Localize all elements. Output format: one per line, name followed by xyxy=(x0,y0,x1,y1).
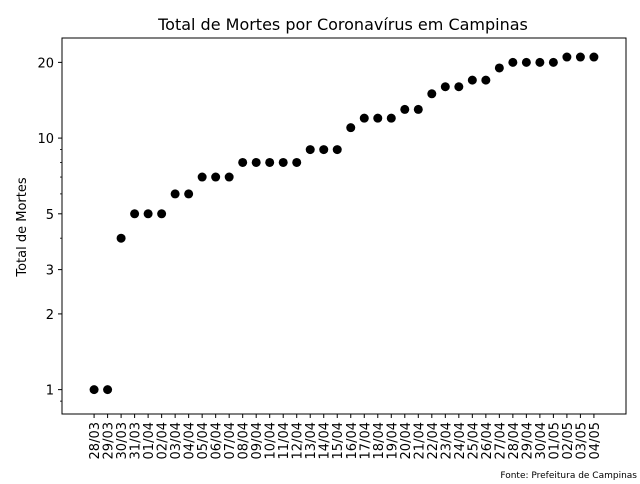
x-tick-label: 10/04 xyxy=(264,422,279,459)
data-point xyxy=(319,145,329,155)
y-tick-label: 10 xyxy=(37,132,54,147)
x-tick-label: 04/05 xyxy=(588,422,603,459)
data-point xyxy=(521,57,531,67)
data-point xyxy=(130,209,140,219)
data-point xyxy=(292,157,302,167)
x-tick-label: 06/04 xyxy=(210,422,225,459)
data-points xyxy=(89,52,599,395)
data-point xyxy=(562,52,572,62)
data-point xyxy=(386,113,396,123)
data-point xyxy=(400,104,410,114)
x-tick-label: 24/04 xyxy=(453,422,468,459)
data-point xyxy=(332,145,342,155)
x-tick-label: 19/04 xyxy=(385,422,400,459)
x-tick-label: 03/04 xyxy=(169,422,184,459)
data-point xyxy=(224,172,234,182)
x-tick-label: 23/04 xyxy=(439,422,454,459)
x-tick-label: 18/04 xyxy=(372,422,387,459)
data-point xyxy=(170,189,180,199)
data-point xyxy=(346,123,356,133)
data-point xyxy=(211,172,221,182)
data-point xyxy=(575,52,585,62)
x-tick-label: 08/04 xyxy=(237,422,252,459)
x-tick-label: 05/04 xyxy=(196,422,211,459)
data-point xyxy=(548,57,558,67)
x-tick-label: 20/04 xyxy=(399,422,414,459)
y-tick-label: 3 xyxy=(46,264,54,279)
x-tick-label: 21/04 xyxy=(412,422,427,459)
x-tick-label: 02/05 xyxy=(561,422,576,459)
data-point xyxy=(494,63,504,73)
x-tick-label: 12/04 xyxy=(291,422,306,459)
x-tick-label: 27/04 xyxy=(493,422,508,459)
x-tick-label: 01/05 xyxy=(547,422,562,459)
x-tick-label: 22/04 xyxy=(426,422,441,459)
x-tick-label: 15/04 xyxy=(331,422,346,459)
data-point xyxy=(427,89,437,99)
data-point xyxy=(508,57,518,67)
x-tick-label: 01/04 xyxy=(142,422,157,459)
x-tick-label: 13/04 xyxy=(304,422,319,459)
x-tick-label: 14/04 xyxy=(318,422,333,459)
data-point xyxy=(373,113,383,123)
data-point xyxy=(413,104,423,114)
data-point xyxy=(467,75,477,85)
plot-frame xyxy=(61,37,627,415)
data-point xyxy=(535,57,545,67)
data-point xyxy=(278,157,288,167)
data-point xyxy=(103,385,113,395)
x-tick-label: 02/04 xyxy=(156,422,171,459)
data-point xyxy=(481,75,491,85)
x-tick-label: 31/03 xyxy=(129,422,144,459)
y-tick-label: 20 xyxy=(37,56,54,71)
data-point xyxy=(251,157,261,167)
x-tick-label: 09/04 xyxy=(250,422,265,459)
source-note: Fonte: Prefeitura de Campinas xyxy=(500,471,637,480)
data-point xyxy=(197,172,207,182)
x-tick-label: 17/04 xyxy=(358,422,373,459)
x-tick-label: 16/04 xyxy=(345,422,360,459)
data-point xyxy=(116,233,126,243)
y-tick-label: 2 xyxy=(46,308,54,323)
x-tick-label: 29/03 xyxy=(102,422,117,459)
x-tick-label: 29/04 xyxy=(520,422,535,459)
x-tick-label: 28/03 xyxy=(88,422,103,459)
x-tick-label: 11/04 xyxy=(277,422,292,459)
data-point xyxy=(265,157,275,167)
x-tick-label: 03/05 xyxy=(574,422,589,459)
data-point xyxy=(454,82,464,92)
data-point xyxy=(157,209,167,219)
data-point xyxy=(184,189,194,199)
x-axis: 28/0329/0330/0331/0301/0402/0403/0404/04… xyxy=(88,414,603,459)
data-point xyxy=(89,385,99,395)
x-tick-label: 07/04 xyxy=(223,422,238,459)
data-point xyxy=(440,82,450,92)
y-tick-label: 5 xyxy=(46,208,54,223)
x-tick-label: 30/03 xyxy=(115,422,130,459)
y-tick-label: 1 xyxy=(46,384,54,399)
data-point xyxy=(238,157,248,167)
chart-title: Total de Mortes por Coronavírus em Campi… xyxy=(157,15,528,34)
x-tick-label: 26/04 xyxy=(480,422,495,459)
y-axis-label: Total de Mortes xyxy=(15,177,30,277)
x-tick-label: 30/04 xyxy=(534,422,549,459)
x-tick-label: 28/04 xyxy=(507,422,522,459)
x-tick-label: 04/04 xyxy=(183,422,198,459)
data-point xyxy=(589,52,599,62)
data-point xyxy=(143,209,153,219)
data-point xyxy=(305,145,315,155)
data-point xyxy=(359,113,369,123)
x-tick-label: 25/04 xyxy=(466,422,481,459)
